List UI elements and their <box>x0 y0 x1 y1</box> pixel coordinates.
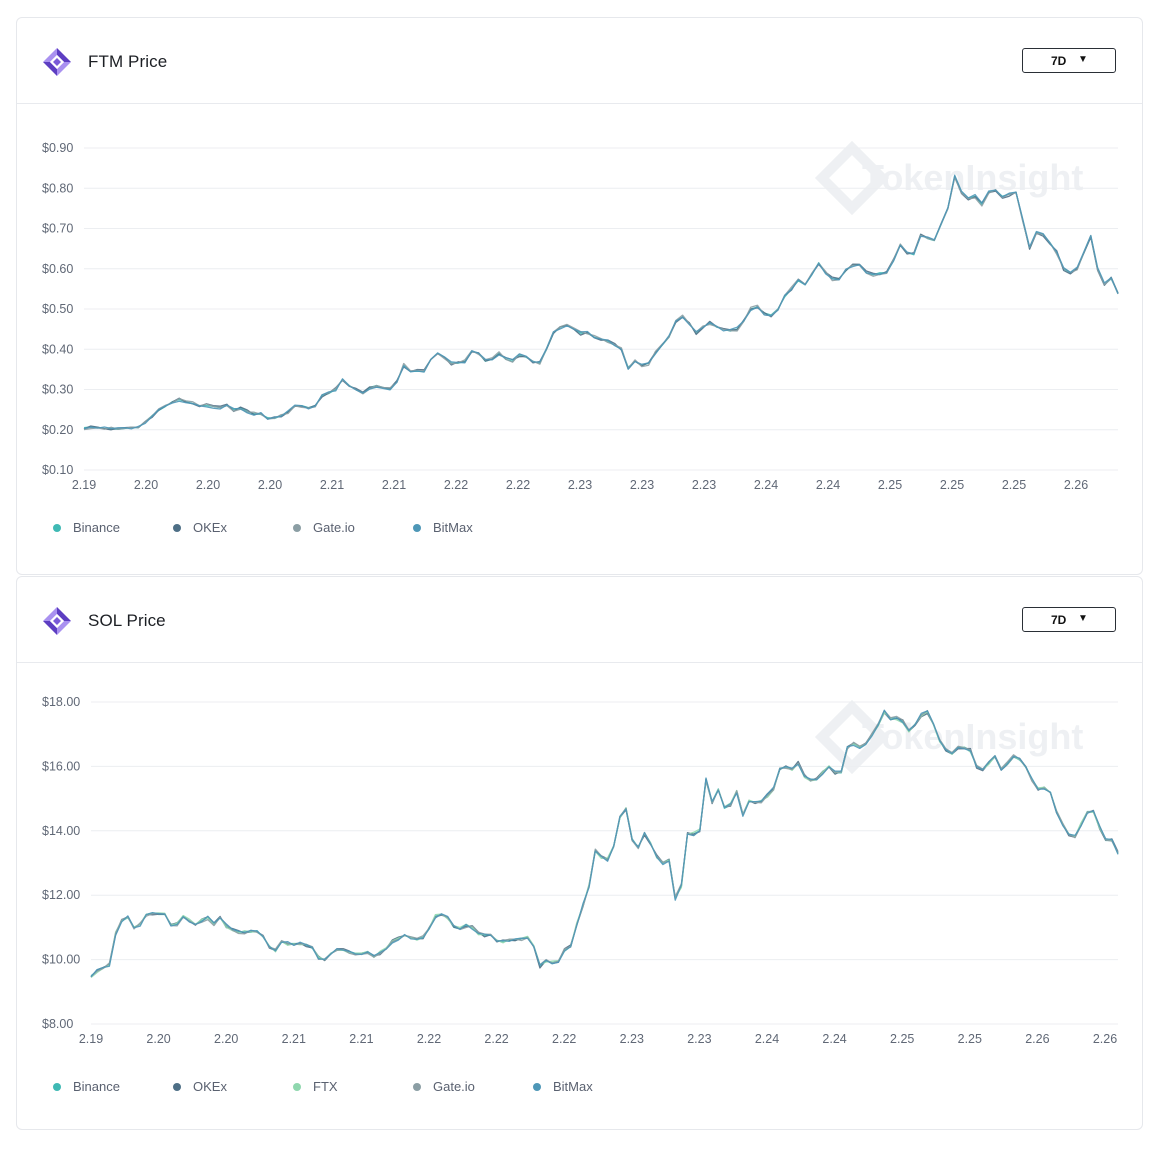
y-tick-label: $14.00 <box>42 824 80 838</box>
chevron-down-icon: ▼ <box>1078 54 1088 65</box>
legend-label: Binance <box>73 520 120 535</box>
x-tick-label: 2.26 <box>1064 478 1088 492</box>
x-tick-label: 2.26 <box>1093 1032 1117 1046</box>
x-tick-label: 2.24 <box>754 478 778 492</box>
x-tick-label: 2.23 <box>568 478 592 492</box>
x-tick-label: 2.22 <box>484 1032 508 1046</box>
tokeninsight-logo-icon <box>43 607 71 635</box>
x-tick-label: 2.20 <box>258 478 282 492</box>
x-tick-label: 2.25 <box>940 478 964 492</box>
x-tick-label: 2.19 <box>72 478 96 492</box>
x-tick-label: 2.23 <box>687 1032 711 1046</box>
legend-dot <box>293 524 301 532</box>
x-tick-label: 2.22 <box>552 1032 576 1046</box>
x-tick-label: 2.26 <box>1025 1032 1049 1046</box>
sol-card-header: SOL Price 7D ▼ <box>17 577 1142 663</box>
y-tick-label: $0.40 <box>42 342 73 356</box>
x-tick-label: 2.24 <box>816 478 840 492</box>
x-tick-label: 2.22 <box>444 478 468 492</box>
x-tick-label: 2.21 <box>382 478 406 492</box>
series-line-bitmax <box>90 709 1119 978</box>
legend-dot <box>533 1083 541 1091</box>
y-tick-label: $0.10 <box>42 463 73 477</box>
legend-label: OKEx <box>193 1079 227 1094</box>
y-tick-label: $0.60 <box>42 262 73 276</box>
x-tick-label: 2.23 <box>692 478 716 492</box>
x-tick-label: 2.21 <box>320 478 344 492</box>
ftm-price-card: FTM Price 7D ▼ TokenInsight $0.10 $0.20 $0.… <box>16 17 1143 575</box>
y-tick-label: $18.00 <box>42 695 80 709</box>
legend-dot <box>53 1083 61 1091</box>
x-tick-label: 2.20 <box>214 1032 238 1046</box>
x-tick-label: 2.24 <box>755 1032 779 1046</box>
sol-price-card: SOL Price 7D ▼ TokenInsight $8.00 $10.00 $1… <box>16 576 1143 1130</box>
legend-dot <box>173 524 181 532</box>
x-tick-label: 2.22 <box>417 1032 441 1046</box>
y-tick-label: $0.70 <box>42 222 73 236</box>
ftm-chart-legend: Binance OKEx Gate.io BitMax <box>17 520 1142 540</box>
legend-label: BitMax <box>553 1079 593 1094</box>
ftm-card-header: FTM Price 7D ▼ <box>17 18 1142 104</box>
y-tick-label: $8.00 <box>42 1017 73 1031</box>
y-tick-label: $0.30 <box>42 383 73 397</box>
watermark-text: TokenInsight <box>862 716 1083 757</box>
x-tick-label: 2.20 <box>146 1032 170 1046</box>
x-tick-label: 2.25 <box>890 1032 914 1046</box>
series-line-binance <box>83 175 1119 430</box>
chevron-down-icon: ▼ <box>1078 613 1088 624</box>
legend-dot <box>413 524 421 532</box>
sol-range-label: 7D <box>1051 613 1067 627</box>
x-tick-label: 2.20 <box>196 478 220 492</box>
x-tick-label: 2.22 <box>506 478 530 492</box>
legend-label: Gate.io <box>313 520 355 535</box>
y-tick-label: $0.20 <box>42 423 73 437</box>
x-tick-label: 2.25 <box>1002 478 1026 492</box>
series-line-okex <box>83 176 1119 431</box>
x-tick-label: 2.24 <box>822 1032 846 1046</box>
legend-label: Binance <box>73 1079 120 1094</box>
x-tick-label: 2.23 <box>630 478 654 492</box>
x-tick-label: 2.23 <box>620 1032 644 1046</box>
legend-dot <box>293 1083 301 1091</box>
legend-label: Gate.io <box>433 1079 475 1094</box>
sol-chart-legend: Binance OKEx FTX Gate.io BitMax <box>17 1079 1142 1099</box>
legend-label: BitMax <box>433 520 473 535</box>
x-tick-label: 2.25 <box>878 478 902 492</box>
legend-dot <box>413 1083 421 1091</box>
series-line-gate-io <box>83 176 1119 431</box>
sol-range-select[interactable]: 7D ▼ <box>1022 607 1116 632</box>
legend-label: FTX <box>313 1079 338 1094</box>
y-tick-label: $0.90 <box>42 141 73 155</box>
x-tick-label: 2.25 <box>958 1032 982 1046</box>
legend-dot <box>173 1083 181 1091</box>
legend-label: OKEx <box>193 520 227 535</box>
x-tick-label: 2.21 <box>282 1032 306 1046</box>
ftm-range-label: 7D <box>1051 54 1067 68</box>
y-tick-label: $0.50 <box>42 302 73 316</box>
x-tick-label: 2.19 <box>79 1032 103 1046</box>
watermark-text: TokenInsight <box>862 157 1083 198</box>
y-tick-label: $0.80 <box>42 181 73 195</box>
x-tick-label: 2.20 <box>134 478 158 492</box>
sol-price-chart: TokenInsight $8.00 $10.00 $12.00 $14.00 $16.0… <box>42 695 1119 1046</box>
x-tick-label: 2.21 <box>349 1032 373 1046</box>
tokeninsight-watermark: TokenInsight <box>814 140 1083 216</box>
tokeninsight-watermark: TokenInsight <box>814 699 1083 775</box>
tokeninsight-logo-icon <box>43 48 71 76</box>
sol-card-title: SOL Price <box>88 611 166 630</box>
ftm-price-chart: TokenInsight $0.10 $0.20 $0.30 $0.40 $0.50 $0.… <box>42 140 1119 492</box>
y-tick-label: $12.00 <box>42 888 80 902</box>
ftm-range-select[interactable]: 7D ▼ <box>1022 48 1116 73</box>
legend-dot <box>53 524 61 532</box>
series-line-bitmax <box>83 174 1119 430</box>
y-tick-label: $10.00 <box>42 953 80 967</box>
y-tick-label: $16.00 <box>42 759 80 773</box>
ftm-card-title: FTM Price <box>88 52 168 71</box>
